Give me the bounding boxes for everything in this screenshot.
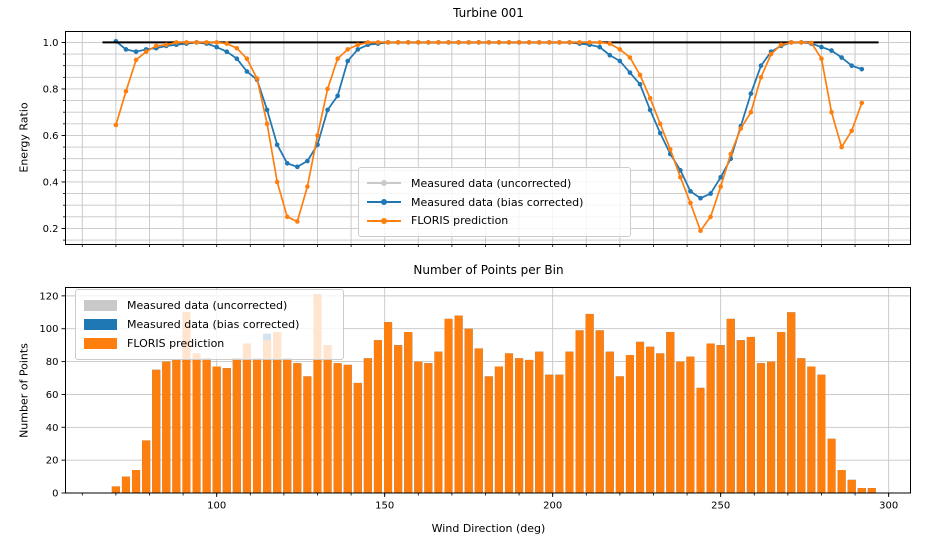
legend-item-bias-corrected-bars: Measured data (bias corrected): [84, 315, 333, 334]
svg-text:0.6: 0.6: [43, 131, 59, 142]
svg-text:60: 60: [46, 390, 59, 401]
top-y-axis-label: Energy Ratio: [17, 102, 31, 173]
legend-item-floris: FLORIS prediction: [367, 211, 620, 230]
floris-patch-icon: [84, 338, 117, 349]
svg-text:0.8: 0.8: [43, 84, 59, 95]
legend-points-per-bin: Measured data (uncorrected) Measured dat…: [75, 289, 344, 360]
legend-label-uncorrected: Measured data (uncorrected): [411, 176, 572, 190]
legend-item-floris-bars: FLORIS prediction: [84, 334, 333, 353]
legend-label-uncorrected-bars: Measured data (uncorrected): [127, 299, 288, 312]
svg-text:100: 100: [39, 324, 58, 335]
legend-label-bias-corrected-bars: Measured data (bias corrected): [127, 318, 300, 331]
bias-corrected-line-sample-icon: [367, 199, 401, 205]
legend-item-bias-corrected: Measured data (bias corrected): [367, 193, 620, 212]
legend-label-bias-corrected: Measured data (bias corrected): [411, 195, 584, 209]
floris-line-sample-icon: [367, 217, 401, 224]
legend-item-uncorrected: Measured data (uncorrected): [367, 174, 620, 193]
legend-item-uncorrected-bars: Measured data (uncorrected): [84, 296, 333, 315]
uncorrected-line-sample-icon: [367, 180, 401, 187]
bottom-chart-title: Number of Points per Bin: [413, 263, 564, 277]
legend-label-floris: FLORIS prediction: [411, 214, 509, 228]
svg-text:100: 100: [207, 501, 226, 512]
svg-text:150: 150: [375, 501, 394, 512]
svg-text:0.2: 0.2: [43, 224, 59, 235]
svg-text:0.4: 0.4: [43, 177, 59, 188]
legend-label-floris-bars: FLORIS prediction: [127, 337, 225, 350]
legend-energy-ratio: Measured data (uncorrected) Measured dat…: [358, 167, 631, 237]
svg-text:1.0: 1.0: [43, 38, 59, 49]
svg-text:0: 0: [52, 489, 58, 500]
svg-text:250: 250: [711, 501, 730, 512]
svg-text:80: 80: [46, 357, 59, 368]
top-chart-title: Turbine 001: [453, 6, 524, 20]
bottom-y-axis-label: Number of Points: [17, 343, 31, 438]
svg-text:300: 300: [879, 501, 898, 512]
svg-text:20: 20: [46, 456, 59, 467]
x-axis-label: Wind Direction (deg): [431, 522, 546, 535]
svg-text:200: 200: [543, 501, 562, 512]
uncorrected-patch-icon: [84, 300, 117, 311]
svg-text:120: 120: [39, 291, 58, 302]
bias-corrected-patch-icon: [84, 319, 117, 330]
svg-text:40: 40: [46, 423, 59, 434]
